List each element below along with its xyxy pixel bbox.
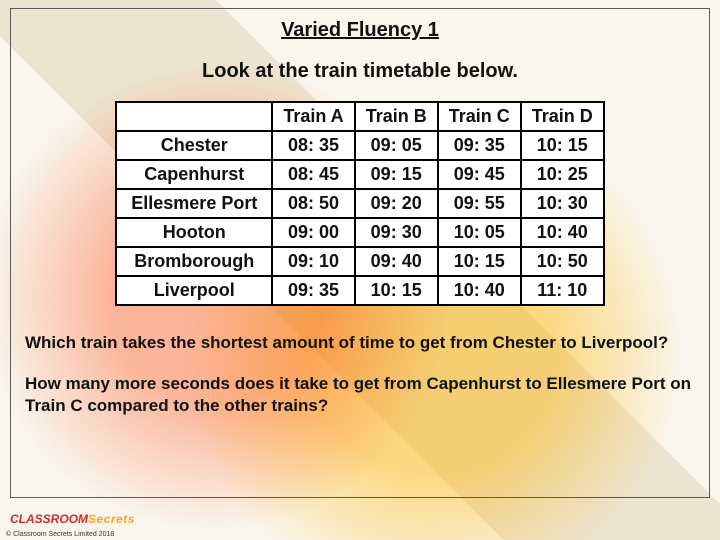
logo-part2: Secrets: [88, 512, 135, 526]
cell: 09: 35: [438, 131, 521, 160]
cell: 09: 55: [438, 189, 521, 218]
table-body: Chester 08: 35 09: 05 09: 35 10: 15 Cape…: [116, 131, 603, 305]
cell: 10: 30: [521, 189, 604, 218]
brand-logo: CLASSROOMSecrets: [10, 512, 135, 526]
table-row: Capenhurst 08: 45 09: 15 09: 45 10: 25: [116, 160, 603, 189]
cell: 08: 45: [272, 160, 354, 189]
content-frame: Varied Fluency 1 Look at the train timet…: [10, 8, 710, 498]
cell: 10: 50: [521, 247, 604, 276]
cell: 10: 40: [521, 218, 604, 247]
cell: 09: 00: [272, 218, 354, 247]
table-row: Ellesmere Port 08: 50 09: 20 09: 55 10: …: [116, 189, 603, 218]
cell: 10: 25: [521, 160, 604, 189]
cell: 08: 50: [272, 189, 354, 218]
instruction-text: Look at the train timetable below.: [11, 60, 709, 83]
cell: 09: 40: [355, 247, 438, 276]
question-1: Which train takes the shortest amount of…: [25, 332, 695, 353]
cell: 09: 15: [355, 160, 438, 189]
table-corner-cell: [116, 102, 272, 131]
row-station: Capenhurst: [116, 160, 272, 189]
cell: 09: 20: [355, 189, 438, 218]
cell: 11: 10: [521, 276, 604, 305]
row-station: Ellesmere Port: [116, 189, 272, 218]
timetable-wrapper: Train A Train B Train C Train D Chester …: [11, 101, 709, 306]
col-header: Train C: [438, 102, 521, 131]
cell: 10: 15: [355, 276, 438, 305]
cell: 10: 40: [438, 276, 521, 305]
cell: 09: 30: [355, 218, 438, 247]
table-header-row: Train A Train B Train C Train D: [116, 102, 603, 131]
cell: 10: 15: [438, 247, 521, 276]
table-row: Bromborough 09: 10 09: 40 10: 15 10: 50: [116, 247, 603, 276]
cell: 10: 05: [438, 218, 521, 247]
cell: 08: 35: [272, 131, 354, 160]
cell: 09: 10: [272, 247, 354, 276]
col-header: Train B: [355, 102, 438, 131]
row-station: Chester: [116, 131, 272, 160]
row-station: Hooton: [116, 218, 272, 247]
copyright-text: © Classroom Secrets Limited 2018: [6, 531, 114, 538]
question-2: How many more seconds does it take to ge…: [25, 373, 695, 416]
timetable-table: Train A Train B Train C Train D Chester …: [115, 101, 604, 306]
row-station: Liverpool: [116, 276, 272, 305]
table-row: Chester 08: 35 09: 05 09: 35 10: 15: [116, 131, 603, 160]
page-title: Varied Fluency 1: [11, 19, 709, 42]
row-station: Bromborough: [116, 247, 272, 276]
col-header: Train A: [272, 102, 354, 131]
cell: 10: 15: [521, 131, 604, 160]
logo-part1: CLASSROOM: [10, 512, 88, 526]
cell: 09: 45: [438, 160, 521, 189]
table-row: Liverpool 09: 35 10: 15 10: 40 11: 10: [116, 276, 603, 305]
cell: 09: 35: [272, 276, 354, 305]
questions-block: Which train takes the shortest amount of…: [25, 332, 695, 416]
table-row: Hooton 09: 00 09: 30 10: 05 10: 40: [116, 218, 603, 247]
cell: 09: 05: [355, 131, 438, 160]
col-header: Train D: [521, 102, 604, 131]
